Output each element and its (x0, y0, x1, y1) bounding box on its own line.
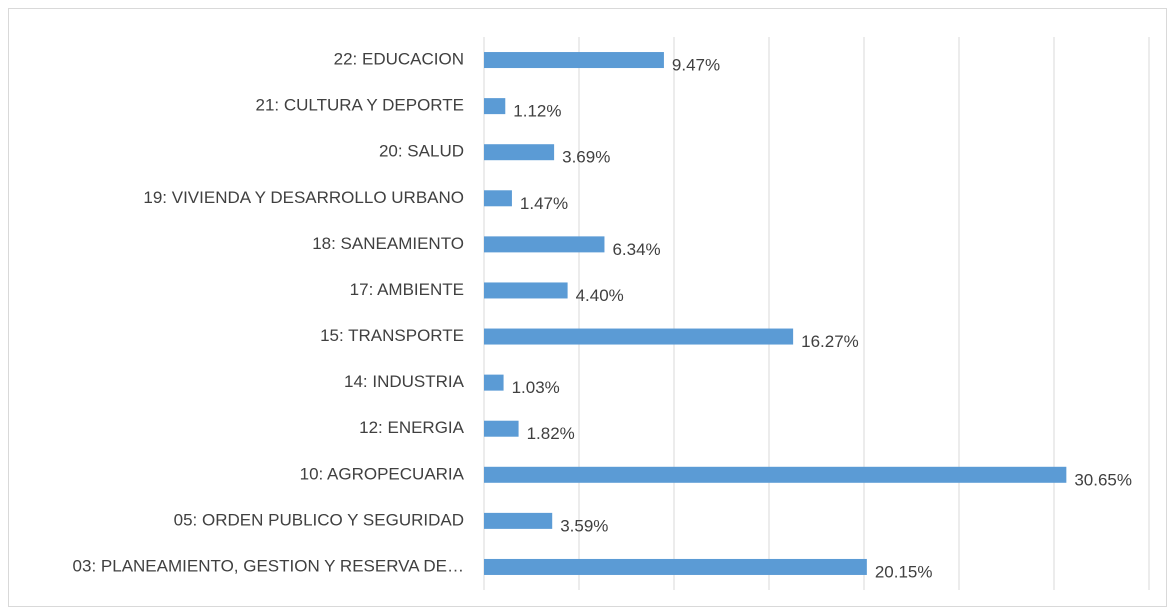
y-tick-label: 05: ORDEN PUBLICO Y SEGURIDAD (174, 510, 464, 529)
bar (484, 466, 1067, 483)
data-label: 4.40% (576, 286, 624, 305)
bar (484, 236, 605, 253)
y-tick-label: 19: VIVIENDA Y DESARROLLO URBANO (143, 188, 464, 207)
bar (484, 558, 867, 575)
y-tick-label: 22: EDUCACION (334, 50, 464, 69)
y-tick-label: 21: CULTURA Y DEPORTE (256, 96, 464, 115)
data-label: 1.47% (520, 194, 568, 213)
bar (484, 98, 506, 115)
data-label: 1.03% (512, 378, 560, 397)
y-tick-label: 18: SANEAMIENTO (312, 234, 464, 253)
y-tick-label: 12: ENERGIA (359, 418, 465, 437)
data-label: 1.82% (527, 424, 575, 443)
bar (484, 512, 553, 529)
chart-frame (8, 8, 1167, 607)
bar (484, 328, 794, 345)
bar (484, 420, 519, 437)
bar (484, 190, 512, 207)
bar (484, 144, 555, 161)
y-tick-label: 14: INDUSTRIA (344, 372, 465, 391)
y-tick-label: 20: SALUD (379, 142, 464, 161)
y-tick-label: 10: AGROPECUARIA (300, 464, 465, 483)
y-tick-label: 15: TRANSPORTE (320, 326, 464, 345)
data-label: 3.59% (560, 516, 608, 535)
data-label: 20.15% (875, 562, 933, 581)
data-label: 30.65% (1074, 470, 1132, 489)
bar (484, 282, 568, 299)
y-tick-label: 03: PLANEAMIENTO, GESTION Y RESERVA DE… (73, 556, 464, 575)
bar (484, 374, 504, 391)
data-label: 6.34% (612, 240, 660, 259)
data-label: 1.12% (513, 102, 561, 121)
data-label: 9.47% (672, 56, 720, 75)
y-tick-label: 17: AMBIENTE (350, 280, 464, 299)
data-label: 16.27% (801, 332, 859, 351)
bar (484, 52, 664, 69)
data-label: 3.69% (562, 148, 610, 167)
